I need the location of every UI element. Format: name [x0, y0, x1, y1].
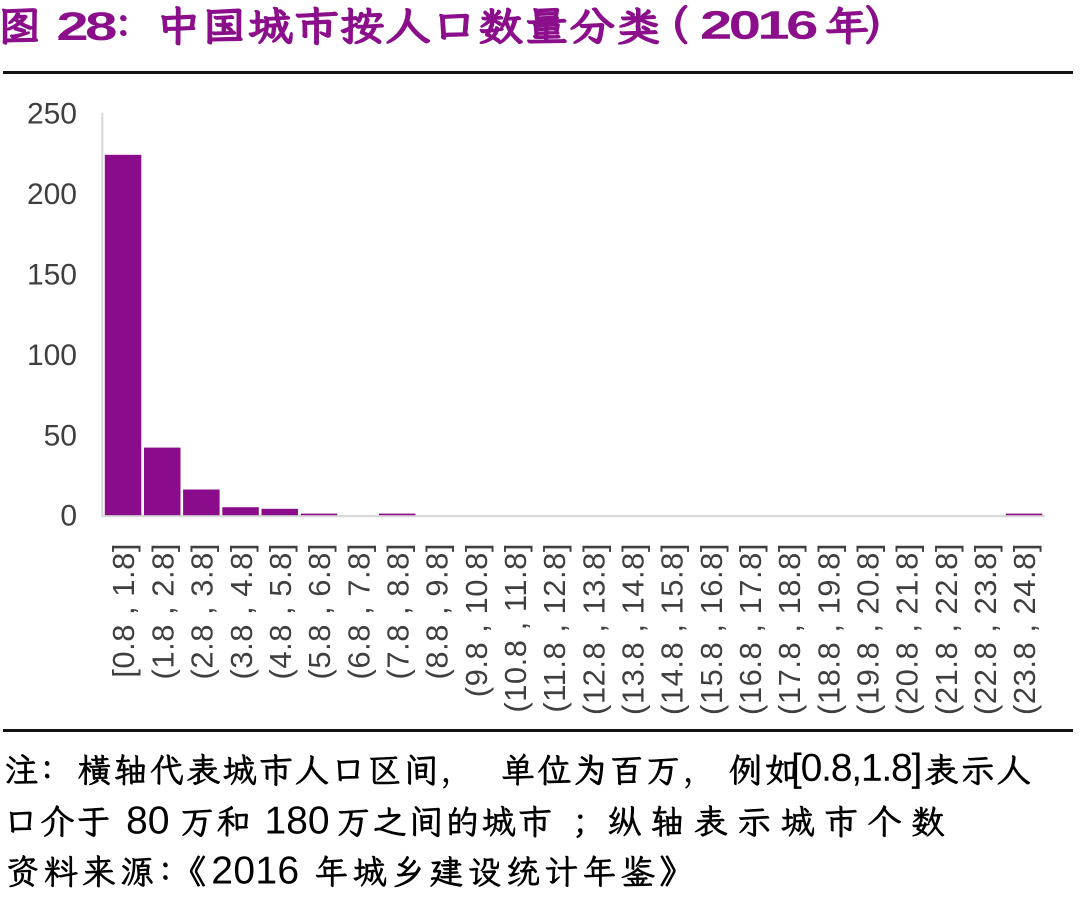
svg-text:(11.8 , 12.8]: (11.8 , 12.8]	[537, 543, 572, 713]
svg-text:0: 0	[60, 500, 77, 533]
svg-text:(19.8 , 20.8]: (19.8 , 20.8]	[851, 543, 886, 715]
svg-text:(14.8 , 15.8]: (14.8 , 15.8]	[655, 543, 690, 715]
svg-text:(5.8 , 6.8]: (5.8 , 6.8]	[302, 543, 337, 679]
svg-text:(22.8 , 23.8]: (22.8 , 23.8]	[968, 543, 1003, 715]
svg-text:(9.8 , 10.8]: (9.8 , 10.8]	[459, 543, 494, 697]
svg-text:(16.8 , 17.8]: (16.8 , 17.8]	[733, 543, 768, 715]
svg-text:(18.8 , 19.8]: (18.8 , 19.8]	[811, 543, 846, 715]
svg-text:100: 100	[27, 339, 77, 372]
svg-text:(10.8 , 11.8]: (10.8 , 11.8]	[498, 543, 533, 713]
svg-text:(1.8 , 2.8]: (1.8 , 2.8]	[145, 543, 180, 679]
svg-text:50: 50	[44, 419, 77, 452]
svg-text:(13.8 , 14.8]: (13.8 , 14.8]	[616, 543, 651, 715]
svg-text:(15.8 , 16.8]: (15.8 , 16.8]	[694, 543, 729, 715]
svg-text:(7.8 , 8.8]: (7.8 , 8.8]	[380, 543, 415, 679]
svg-text:(4.8 , 5.8]: (4.8 , 5.8]	[263, 543, 298, 679]
svg-text:(8.8 , 9.8]: (8.8 , 9.8]	[420, 543, 455, 679]
svg-text:(12.8 , 13.8]: (12.8 , 13.8]	[576, 543, 611, 715]
svg-text:(21.8 , 22.8]: (21.8 , 22.8]	[929, 543, 964, 715]
svg-text:(2.8 , 3.8]: (2.8 , 3.8]	[185, 543, 220, 679]
svg-text:[0.8 , 1.8]: [0.8 , 1.8]	[106, 543, 141, 678]
svg-text:(6.8 , 7.8]: (6.8 , 7.8]	[341, 543, 376, 679]
svg-text:(23.8 , 24.8]: (23.8 , 24.8]	[1007, 543, 1042, 715]
svg-text:150: 150	[27, 259, 77, 292]
svg-text:(17.8 , 18.8]: (17.8 , 18.8]	[772, 543, 807, 715]
svg-text:(3.8 , 4.8]: (3.8 , 4.8]	[224, 543, 259, 679]
svg-text:250: 250	[27, 98, 77, 131]
svg-text:200: 200	[27, 178, 77, 211]
svg-text:(20.8 , 21.8]: (20.8 , 21.8]	[890, 543, 925, 715]
